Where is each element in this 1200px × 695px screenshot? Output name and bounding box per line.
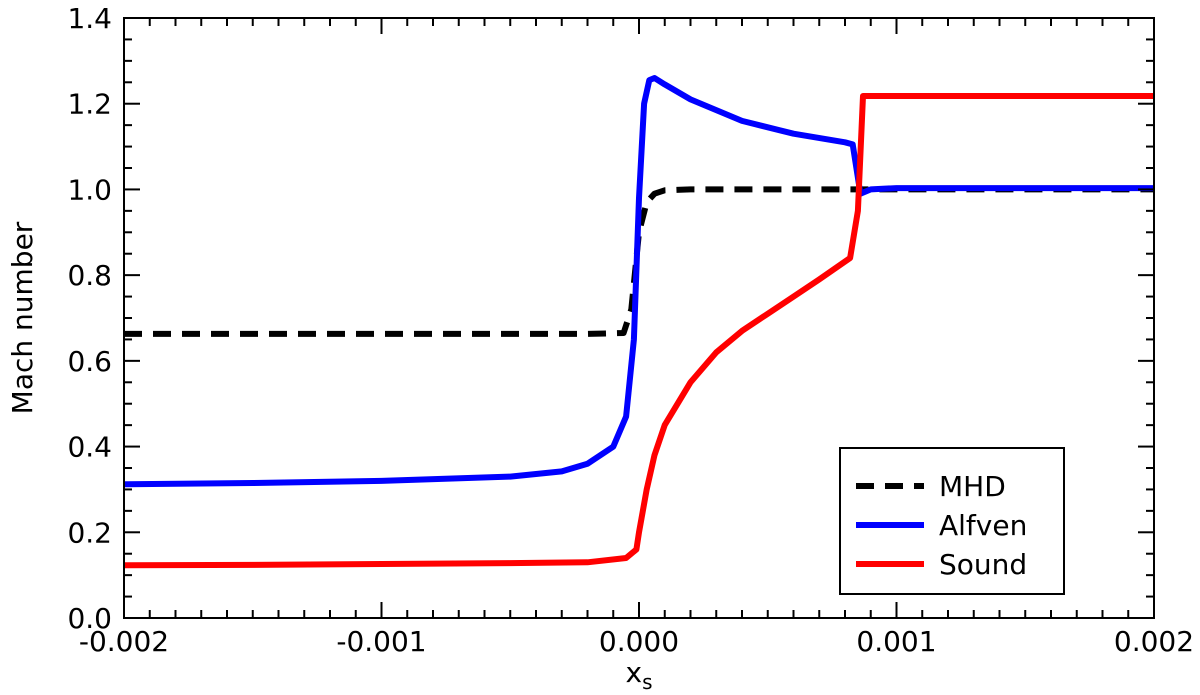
x-tick-labels: -0.002 -0.001 0.000 0.001 0.002: [79, 625, 1194, 658]
series-line-alfven: [123, 75, 1154, 488]
legend-label-mhd: MHD: [939, 470, 1006, 503]
axis-ticks: [123, 17, 1155, 619]
y-tick-label: 0.0: [67, 602, 112, 635]
x-tick-label: 0.002: [1114, 625, 1194, 658]
y-tick-label: 0.4: [67, 431, 112, 464]
y-tick-label: 1.0: [67, 173, 112, 206]
x-axis-label: xs: [626, 656, 653, 694]
y-tick-label: 0.2: [67, 516, 112, 549]
x-tick-label: 0.001: [856, 625, 936, 658]
y-tick-label: 0.6: [67, 345, 112, 378]
legend: MHD Alfven Sound: [839, 447, 1065, 595]
x-tick-label: -0.001: [336, 625, 426, 658]
y-tick-label: 0.8: [67, 259, 112, 292]
x-tick-label: 0.000: [599, 625, 679, 658]
legend-box: [839, 447, 1065, 595]
y-tick-label: 1.2: [67, 88, 112, 121]
y-tick-labels: 0.0 0.2 0.4 0.6 0.8 1.0 1.2 1.4: [67, 2, 112, 635]
legend-label-alfven: Alfven: [939, 509, 1027, 542]
x-tick-label: -0.002: [79, 625, 169, 658]
y-axis-label: Mach number: [6, 221, 39, 414]
series-line-mhd: [124, 186, 1154, 337]
legend-label-sound: Sound: [939, 548, 1027, 581]
series-line-sound: [123, 93, 1154, 569]
y-tick-label: 1.4: [67, 2, 112, 35]
plot-lines: [123, 75, 1154, 569]
